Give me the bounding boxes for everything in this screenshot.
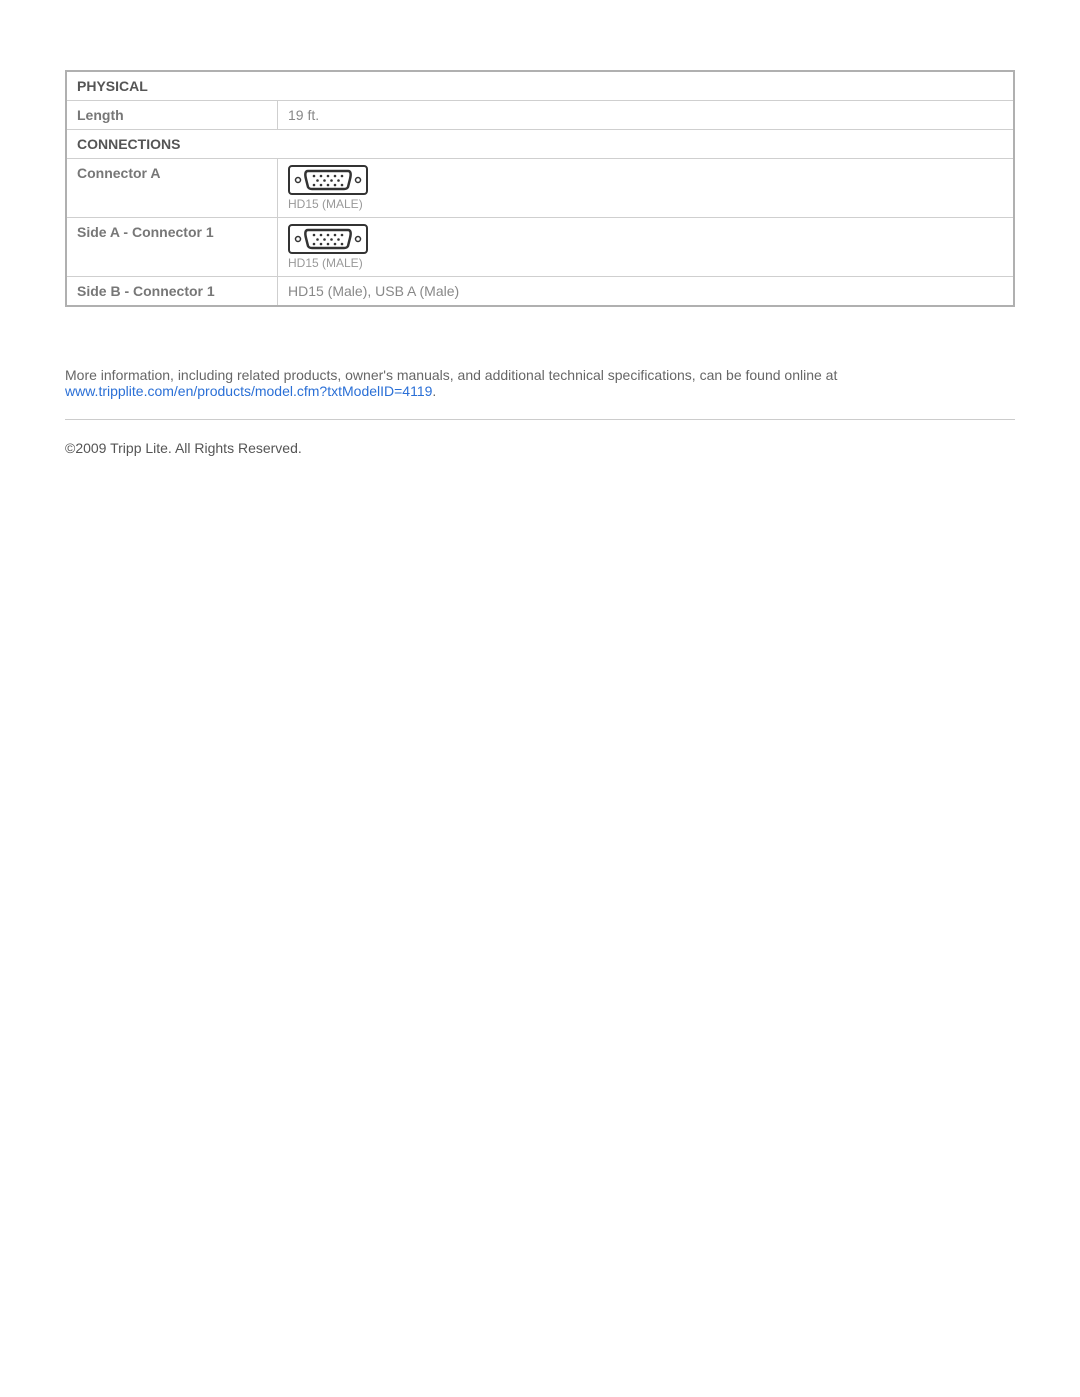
spec-table: PHYSICAL Length 19 ft. CONNECTIONS Conne… — [65, 70, 1015, 307]
connector-caption: HD15 (MALE) — [288, 197, 363, 211]
table-row: Side B - Connector 1 HD15 (Male), USB A … — [66, 277, 1014, 307]
document-page: PHYSICAL Length 19 ft. CONNECTIONS Conne… — [0, 0, 1080, 1397]
footer-paragraph: More information, including related prod… — [65, 367, 1015, 399]
spec-label: Side B - Connector 1 — [66, 277, 278, 307]
section-header-row: PHYSICAL — [66, 71, 1014, 101]
section-header-physical: PHYSICAL — [66, 71, 1014, 101]
spec-value: 19 ft. — [278, 101, 1015, 130]
divider — [65, 419, 1015, 420]
spec-value-connector: HD15 (MALE) — [278, 218, 1015, 277]
section-header-row: CONNECTIONS — [66, 130, 1014, 159]
copyright-text: ©2009 Tripp Lite. All Rights Reserved. — [65, 440, 1015, 456]
hd15-connector-icon — [288, 165, 368, 195]
table-row: Side A - Connector 1 HD15 (MALE) — [66, 218, 1014, 277]
spec-label: Connector A — [66, 159, 278, 218]
product-link[interactable]: www.tripplite.com/en/products/model.cfm?… — [65, 383, 432, 399]
section-header-connections: CONNECTIONS — [66, 130, 1014, 159]
connector-caption: HD15 (MALE) — [288, 256, 363, 270]
spec-value-connector: HD15 (MALE) — [278, 159, 1015, 218]
table-row: Connector A HD15 (MALE) — [66, 159, 1014, 218]
footer-period: . — [432, 383, 436, 399]
spec-value: HD15 (Male), USB A (Male) — [278, 277, 1015, 307]
table-row: Length 19 ft. — [66, 101, 1014, 130]
spec-label: Length — [66, 101, 278, 130]
spec-label: Side A - Connector 1 — [66, 218, 278, 277]
hd15-connector-icon — [288, 224, 368, 254]
footer-intro: More information, including related prod… — [65, 367, 837, 383]
